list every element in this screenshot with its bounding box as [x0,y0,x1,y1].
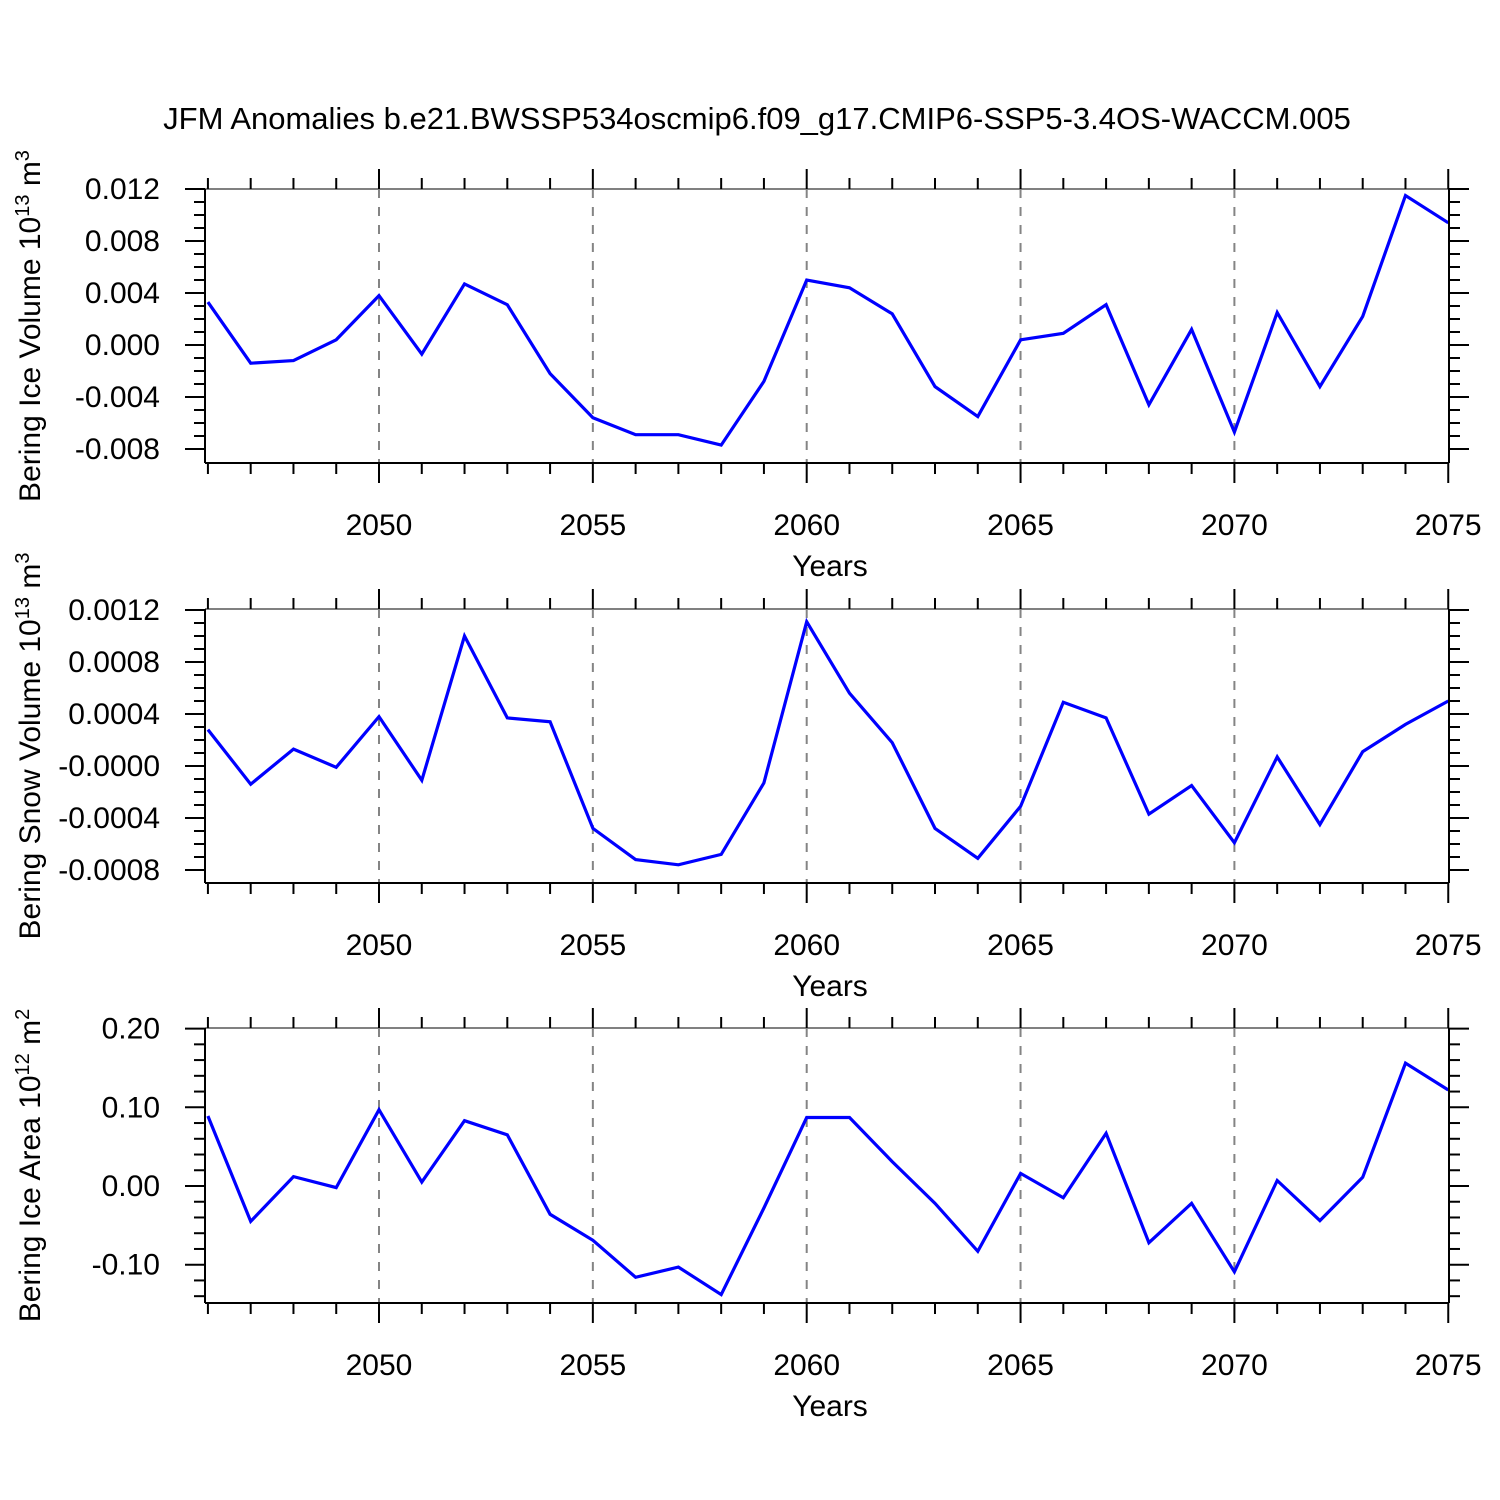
y-tick-label: 0.0004 [68,698,160,731]
y-tick-label: -0.10 [92,1249,160,1282]
panel-bering-ice-area: 2050 2055 2060 2065 2070 2075 Years 0.20 0.10 0.0… [12,1008,1482,1423]
y-axis-title-text: Bering Snow Volume 10 [14,619,47,939]
x-tick-label: 2060 [773,1349,840,1382]
x-tick-label: 2070 [1201,1349,1268,1382]
y-tick-label: 0.008 [85,225,160,258]
y-tick-label: 0.10 [102,1091,160,1124]
x-axis-title: Years [792,970,868,1003]
y-tick-label: -0.0004 [58,802,160,835]
x-tick-label: 2065 [987,1349,1054,1382]
x-tick-label: 2050 [346,1349,413,1382]
x-axis-title: Years [792,550,868,583]
x-axis-title: Years [792,1390,868,1423]
x-tick-label: 2055 [559,929,626,962]
x-tick-label: 2060 [773,509,840,542]
x-tick-label: 2050 [346,929,413,962]
y-tick-label: -0.0008 [58,854,160,887]
panel-bering-ice-volume: 2050 2055 2060 2065 2070 2075 Years 0.012 0.008 0… [12,150,1482,583]
y-tick-label: -0.008 [75,433,160,466]
x-tick-label: 2060 [773,929,840,962]
y-tick-label: -0.004 [75,381,160,414]
y-tick-label: 0.00 [102,1170,160,1203]
x-tick-label: 2075 [1415,509,1482,542]
y-tick-label: 0.20 [102,1013,160,1046]
data-line-bering-ice-area [206,1060,1450,1297]
y-axis-title-text: m [14,1020,47,1053]
panels-group: 2050 2055 2060 2065 2070 2075 Years 0.012 0.008 0… [12,150,1482,1423]
y-tick-label: 0.0008 [68,646,160,679]
data-line-bering-ice-volume [206,193,1450,447]
x-tick-label: 2065 [987,929,1054,962]
y-axis-title-sup: 3 [12,553,34,564]
x-tick-label: 2050 [346,509,413,542]
x-tick-label: 2065 [987,509,1054,542]
panel-bering-snow-volume: 2050 2055 2060 2065 2070 2075 Years 0.0012 0.000… [12,553,1482,1003]
y-tick-label: 0.000 [85,329,160,362]
y-axis-title: Bering Ice Area 1012 m2 [12,1009,47,1323]
y-axis-title-text: m [14,564,47,597]
y-axis-title-text: Bering Ice Volume 10 [14,217,47,502]
y-tick-label: 0.004 [85,277,160,310]
x-tick-label: 2055 [559,509,626,542]
x-tick-label: 2075 [1415,929,1482,962]
x-tick-label: 2055 [559,1349,626,1382]
y-axis-title: Bering Ice Volume 1013 m3 [12,150,47,502]
y-axis-title-sup: 12 [12,1053,34,1075]
y-axis-title-sup: 13 [12,195,34,217]
x-tick-label: 2075 [1415,1349,1482,1382]
y-tick-label: -0.0000 [58,750,160,783]
data-line-bering-snow-volume [206,617,1450,867]
y-axis-title-text: m [14,161,47,194]
y-axis-title-sup: 2 [12,1009,34,1020]
y-axis-title-text: Bering Ice Area 10 [14,1075,47,1322]
y-axis-title-sup: 13 [12,597,34,619]
x-tick-label: 2070 [1201,509,1268,542]
chart-title: JFM Anomalies b.e21.BWSSP534oscmip6.f09_… [163,101,1351,136]
y-tick-label: 0.012 [85,173,160,206]
y-axis-title-sup: 3 [12,150,34,161]
y-axis-title: Bering Snow Volume 1013 m3 [12,553,47,940]
y-tick-label: 0.0012 [68,594,160,627]
x-tick-label: 2070 [1201,929,1268,962]
